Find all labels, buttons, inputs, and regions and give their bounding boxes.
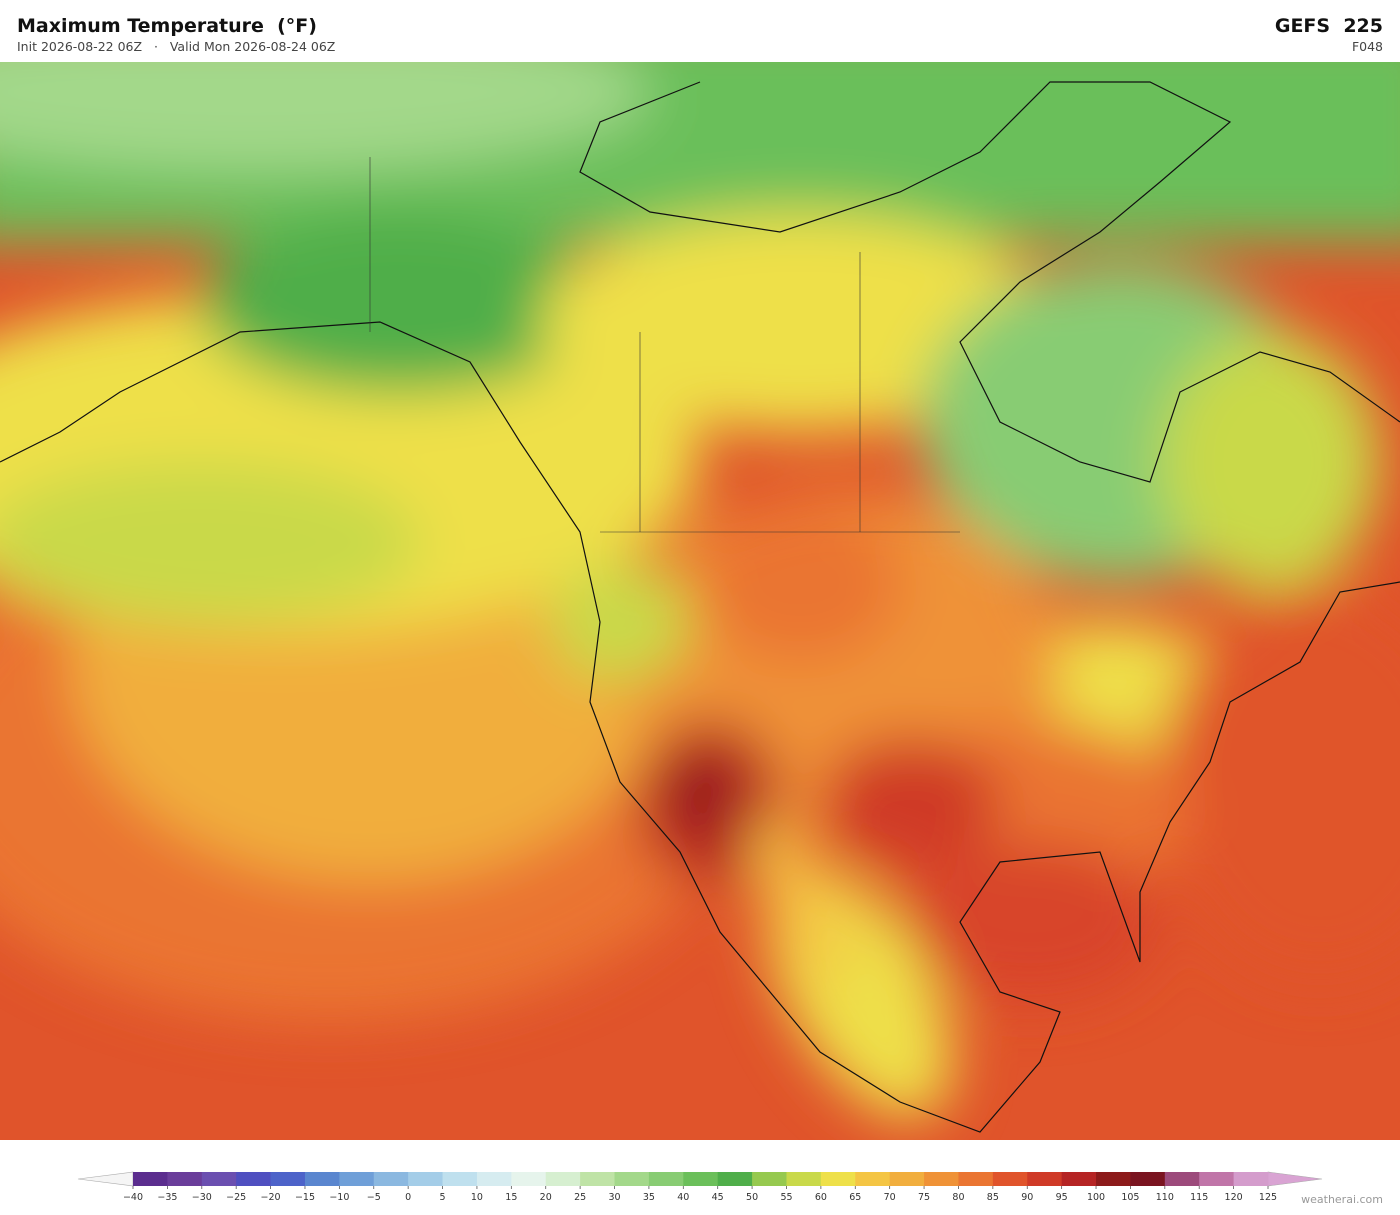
tick-label: 100 bbox=[1087, 1192, 1105, 1203]
color-segment bbox=[408, 1172, 444, 1186]
color-segment bbox=[786, 1172, 822, 1186]
tick-label: 0 bbox=[405, 1192, 411, 1203]
tick-label: 105 bbox=[1121, 1192, 1139, 1203]
tick-label: 35 bbox=[643, 1192, 655, 1203]
tick-label: 60 bbox=[815, 1192, 827, 1203]
tick-label: 70 bbox=[884, 1192, 896, 1203]
color-segment bbox=[476, 1172, 512, 1186]
color-segment bbox=[924, 1172, 959, 1186]
color-segment bbox=[236, 1172, 272, 1186]
tick-label: 95 bbox=[1056, 1192, 1068, 1203]
tick-label: 15 bbox=[505, 1192, 517, 1203]
tick-label: 85 bbox=[987, 1192, 999, 1203]
color-segment bbox=[1061, 1172, 1097, 1186]
tick-label: 80 bbox=[952, 1192, 964, 1203]
color-segment bbox=[1130, 1172, 1166, 1186]
color-segment bbox=[1164, 1172, 1200, 1186]
color-segment bbox=[1027, 1172, 1063, 1186]
temperature-map bbox=[0, 62, 1400, 1140]
over-extension bbox=[1267, 1171, 1323, 1187]
coastline bbox=[0, 81, 1400, 1133]
tick-label: −25 bbox=[226, 1192, 246, 1203]
color-segment bbox=[304, 1172, 340, 1186]
tick-label: 40 bbox=[677, 1192, 689, 1203]
color-segment bbox=[855, 1172, 891, 1186]
tick-label: 110 bbox=[1156, 1192, 1174, 1203]
tick-label: 45 bbox=[712, 1192, 724, 1203]
watermark: weatherai.com bbox=[1301, 1193, 1383, 1206]
color-segment bbox=[648, 1172, 684, 1186]
tick-label: −10 bbox=[329, 1192, 349, 1203]
tick-label: 90 bbox=[1021, 1192, 1033, 1203]
temperature-field bbox=[0, 62, 1400, 1119]
tick-label: 5 bbox=[440, 1192, 446, 1203]
tick-label: −30 bbox=[192, 1192, 212, 1203]
color-segment bbox=[958, 1172, 994, 1186]
color-segment bbox=[339, 1172, 375, 1186]
forecast-hour: F048 bbox=[1351, 39, 1383, 54]
subtitle: Init 2026-08-22 06Z · Valid Mon 2026-08-… bbox=[17, 39, 336, 54]
tick-label: 120 bbox=[1225, 1192, 1243, 1203]
color-segment bbox=[1199, 1172, 1235, 1186]
color-segment bbox=[1096, 1172, 1131, 1186]
color-segment bbox=[683, 1172, 719, 1186]
tick-label: −20 bbox=[261, 1192, 281, 1203]
color-segment bbox=[511, 1172, 547, 1186]
color-segment bbox=[1233, 1172, 1269, 1186]
color-segment bbox=[752, 1172, 787, 1186]
color-segment bbox=[373, 1172, 409, 1186]
tick-label: 10 bbox=[471, 1192, 483, 1203]
colorbar: −40 −35 −30 −25 −20 −15 −10 −5 0 5 10 15 20 25 30 35 40 4… bbox=[77, 1171, 1323, 1203]
tick-label: 65 bbox=[849, 1192, 861, 1203]
tick-label: 20 bbox=[540, 1192, 552, 1203]
tick-label: 50 bbox=[746, 1192, 758, 1203]
color-segment bbox=[889, 1172, 925, 1186]
color-segment bbox=[992, 1172, 1028, 1186]
color-segment bbox=[545, 1172, 581, 1186]
tick-label: −35 bbox=[157, 1192, 177, 1203]
color-segment bbox=[270, 1172, 306, 1186]
tick-label: 75 bbox=[918, 1192, 930, 1203]
tick-label: −15 bbox=[295, 1192, 315, 1203]
borders bbox=[369, 157, 960, 533]
color-segment bbox=[614, 1172, 650, 1186]
color-segment bbox=[580, 1172, 616, 1186]
color-segment bbox=[717, 1172, 753, 1186]
model-name: GEFS 225 bbox=[1274, 15, 1383, 37]
tick-label: 125 bbox=[1259, 1192, 1277, 1203]
tick-label: 115 bbox=[1190, 1192, 1208, 1203]
title: Maximum Temperature (°F) bbox=[17, 15, 317, 37]
tick-label: −5 bbox=[367, 1192, 381, 1203]
tick-label: 25 bbox=[574, 1192, 586, 1203]
color-segment bbox=[442, 1172, 478, 1186]
color-segment bbox=[820, 1172, 856, 1186]
under-extension bbox=[77, 1171, 134, 1187]
color-segment bbox=[167, 1172, 203, 1186]
color-segment bbox=[133, 1172, 168, 1186]
tick-label: 30 bbox=[608, 1192, 620, 1203]
color-segment bbox=[201, 1172, 237, 1186]
tick-label: −40 bbox=[123, 1192, 143, 1203]
tick-label: 55 bbox=[780, 1192, 792, 1203]
